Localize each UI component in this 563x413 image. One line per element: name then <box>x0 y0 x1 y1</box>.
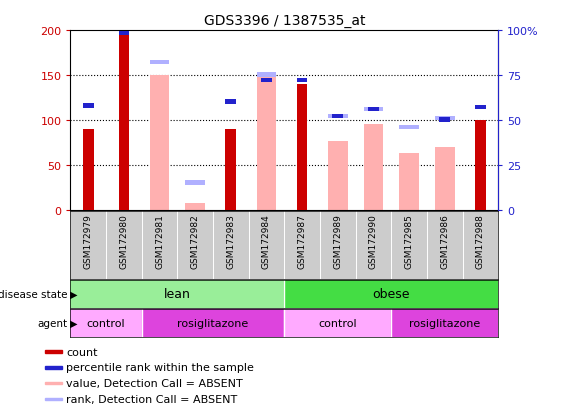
Bar <box>257 77 276 210</box>
Bar <box>45 398 62 401</box>
Bar <box>257 73 276 78</box>
Bar <box>45 351 62 353</box>
Text: GSM172986: GSM172986 <box>440 214 449 268</box>
Text: percentile rank within the sample: percentile rank within the sample <box>66 363 254 373</box>
Bar <box>185 181 205 185</box>
Bar <box>83 129 93 210</box>
Text: GSM172990: GSM172990 <box>369 214 378 268</box>
Text: GSM172984: GSM172984 <box>262 214 271 268</box>
Bar <box>297 78 307 83</box>
Bar <box>364 107 383 112</box>
Bar <box>118 32 129 210</box>
Bar <box>435 147 454 210</box>
Text: agent: agent <box>37 318 68 328</box>
Bar <box>150 61 169 65</box>
Bar <box>368 107 379 112</box>
Text: GSM172979: GSM172979 <box>84 214 93 268</box>
Bar <box>225 129 236 210</box>
Text: GSM172987: GSM172987 <box>298 214 307 268</box>
Bar <box>475 106 486 110</box>
Bar <box>142 309 284 337</box>
Text: GSM172985: GSM172985 <box>405 214 414 268</box>
Bar <box>399 154 419 210</box>
Text: count: count <box>66 347 98 357</box>
Bar <box>261 78 272 83</box>
Bar <box>391 309 498 337</box>
Bar <box>297 85 307 210</box>
Bar <box>70 309 142 337</box>
Bar <box>70 280 284 308</box>
Bar <box>328 114 347 119</box>
Bar <box>45 366 62 369</box>
Bar <box>118 32 129 36</box>
Bar <box>284 280 498 308</box>
Text: rosiglitazone: rosiglitazone <box>409 318 480 328</box>
Bar <box>435 116 454 121</box>
Text: GSM172989: GSM172989 <box>333 214 342 268</box>
Text: ▶: ▶ <box>70 289 77 299</box>
Bar <box>185 203 205 210</box>
Text: value, Detection Call = ABSENT: value, Detection Call = ABSENT <box>66 378 243 389</box>
Bar <box>364 125 383 210</box>
Text: GSM172983: GSM172983 <box>226 214 235 268</box>
Text: obese: obese <box>373 287 410 301</box>
Text: control: control <box>87 318 126 328</box>
Text: disease state: disease state <box>0 289 68 299</box>
Bar <box>439 118 450 123</box>
Bar <box>475 121 486 210</box>
Bar <box>83 104 93 108</box>
Title: GDS3396 / 1387535_at: GDS3396 / 1387535_at <box>204 14 365 28</box>
Bar <box>150 76 169 210</box>
Bar <box>45 382 62 385</box>
Text: GSM172980: GSM172980 <box>119 214 128 268</box>
Bar <box>225 100 236 104</box>
Bar <box>328 142 347 210</box>
Text: ▶: ▶ <box>70 318 77 328</box>
Text: lean: lean <box>164 287 191 301</box>
Bar <box>332 114 343 119</box>
Text: control: control <box>319 318 357 328</box>
Text: rank, Detection Call = ABSENT: rank, Detection Call = ABSENT <box>66 394 238 404</box>
Bar <box>399 125 419 130</box>
Text: GSM172982: GSM172982 <box>191 214 200 268</box>
Text: rosiglitazone: rosiglitazone <box>177 318 249 328</box>
Text: GSM172981: GSM172981 <box>155 214 164 268</box>
Text: GSM172988: GSM172988 <box>476 214 485 268</box>
Bar <box>284 309 391 337</box>
